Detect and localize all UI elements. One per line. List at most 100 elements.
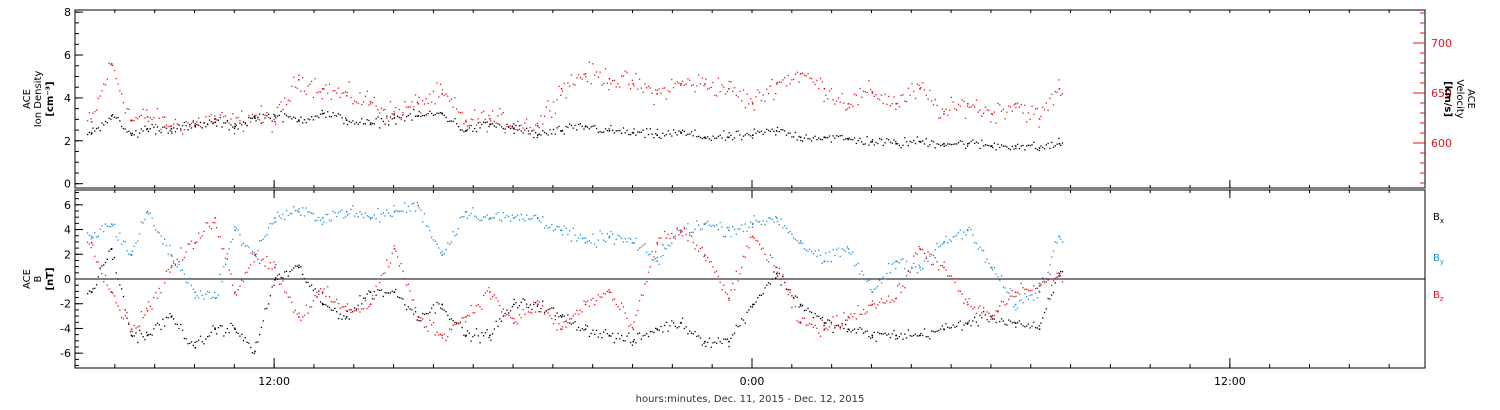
velocity-series-point [748,103,750,105]
bz-series-point [850,313,852,315]
bz-series-point [834,325,836,327]
by-series-point [117,239,119,241]
bz-series-point [592,297,594,300]
bx-series-point [194,341,196,343]
density-series-point [524,129,526,131]
density-series-point [791,136,793,138]
by-series-point [508,216,510,218]
bx-series-point [895,334,897,337]
bz-series-point [254,254,256,256]
density-series-point [502,127,504,130]
by-series-point [730,236,732,238]
by-series-point [966,228,969,231]
by-series-point [380,213,383,215]
by-series-point [447,242,449,244]
velocity-series-point [104,84,107,86]
bz-series-point [135,327,137,329]
bz-series-point [861,313,863,315]
velocity-series-point [298,79,300,81]
bx-series-point [345,316,348,318]
by-series-point [665,248,668,250]
velocity-series-point [751,103,754,105]
density-series-point [929,144,931,146]
by-series-point [570,240,573,242]
bx-series-point [814,313,816,315]
bx-series-point [1009,320,1012,322]
bx-series-point [525,303,528,305]
bx-series-point [282,277,284,279]
by-series-point [522,218,524,220]
velocity-series-point [119,90,121,92]
velocity-series-point [757,89,759,91]
velocity-series-point [1022,112,1024,114]
bz-series-point [86,241,89,244]
bz-series-point [778,267,780,270]
density-series-point [732,139,734,141]
bz-series-point [251,253,254,255]
bz-series-point [689,234,691,236]
velocity-series-point [384,108,386,111]
bz-series-point [325,295,327,298]
bz-series-point [855,318,858,320]
bz-series-point [456,321,458,324]
by-series-point [934,249,936,251]
bz-series-point [959,290,961,293]
bz-series-point [967,303,969,306]
by-series-point [717,229,720,231]
density-series-point [234,125,236,128]
bx-series-point [208,335,211,337]
velocity-series-point [194,123,197,125]
density-series-point [907,144,909,147]
bz-series-point [271,268,273,270]
bz-series-point [663,230,666,233]
density-series-point [705,137,707,140]
velocity-series-point [882,102,884,105]
bx-series-point [513,303,515,306]
density-series-point [418,110,420,113]
bz-series-point [841,325,843,327]
velocity-series-point [954,108,956,110]
bx-series-point [217,327,220,329]
velocity-series-point [472,119,474,121]
density-series-point [332,112,334,114]
bz-series-point [642,294,644,296]
velocity-series-point [941,108,944,110]
by-series-point [956,234,958,236]
by-series-point [646,251,648,253]
bx-series-point [871,334,874,337]
bz-series-point [723,284,725,286]
velocity-series-point [581,78,583,80]
bx-series-point [656,329,659,331]
by-series-point [986,258,988,261]
bx-series-point [258,333,261,336]
density-series-point [934,147,936,149]
density-series-point [1038,147,1041,149]
velocity-series-point [649,87,651,89]
density-series-point [635,134,637,136]
density-series-point [300,116,302,118]
velocity-series-point [678,82,680,84]
velocity-series-point [706,88,709,90]
by-series-point [203,298,205,300]
velocity-series-points [86,61,1064,135]
velocity-series-point [672,86,675,89]
by-series-point [744,223,746,225]
density-series-point [975,141,978,143]
by-series-point [393,211,396,213]
bx-series-point [99,267,101,269]
bz-series-point [187,243,189,245]
bx-series-point [572,322,574,324]
bx-series-point [113,256,116,259]
by-series-point [151,217,153,219]
velocity-series-point [584,73,587,75]
density-series-point [560,130,563,132]
right-ylabel-line1: ACE [1465,89,1476,109]
density-series-point [744,134,746,136]
density-series-point [472,130,474,133]
bx-series-point [584,328,587,331]
bx-series-point [789,289,791,291]
density-series-point [1061,142,1064,144]
bz-series-point [224,257,227,259]
bx-series-point [508,312,510,314]
velocity-series-point [708,87,711,89]
